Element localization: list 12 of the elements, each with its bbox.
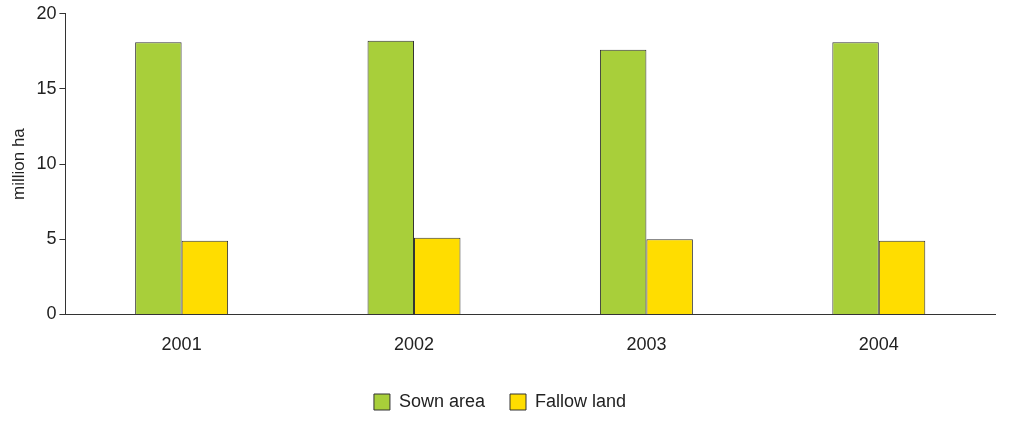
y-tick-label: 5 <box>46 228 57 249</box>
x-tick-label: 2002 <box>393 334 435 355</box>
y-tick-label: 15 <box>36 77 57 98</box>
y-axis-title: million ha <box>8 127 28 201</box>
y-tick-label: 0 <box>46 303 57 324</box>
x-tick-label: 2003 <box>626 334 667 355</box>
x-tick-label: 2001 <box>161 334 202 355</box>
x-tick-label: 2004 <box>858 334 899 355</box>
legend-label: Sown area <box>398 390 486 411</box>
y-tick-label: 10 <box>36 153 57 174</box>
y-tick-label: 20 <box>36 2 57 23</box>
legend-label: Fallow land <box>535 390 627 411</box>
